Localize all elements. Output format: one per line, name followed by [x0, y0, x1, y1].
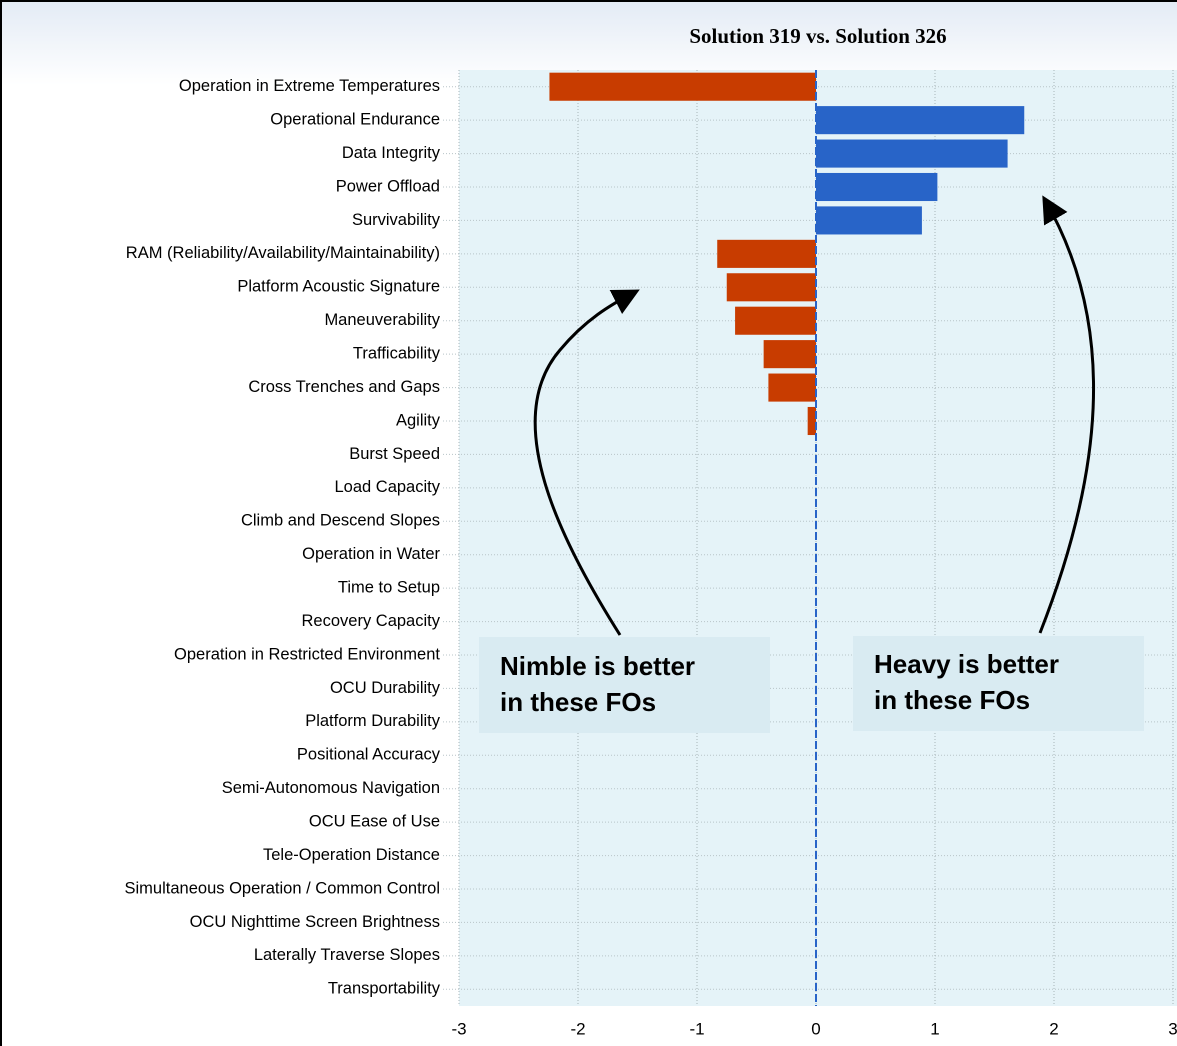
- bar: [816, 206, 922, 235]
- y-tick-label: Burst Speed: [349, 445, 440, 463]
- bar: [768, 373, 816, 402]
- y-tick-label: Operation in Restricted Environment: [174, 645, 440, 663]
- y-tick-label: Data Integrity: [342, 144, 441, 162]
- y-tick-label: OCU Nighttime Screen Brightness: [190, 913, 440, 931]
- y-tick-label: OCU Durability: [330, 679, 441, 697]
- y-tick-label: Trafficability: [353, 345, 441, 363]
- y-tick-label: Time to Setup: [338, 579, 440, 597]
- x-tick-label: 2: [1049, 1019, 1058, 1038]
- chart-title: Solution 319 vs. Solution 326: [689, 24, 946, 48]
- annotation-text: in these FOs: [874, 685, 1030, 715]
- bar: [726, 273, 816, 302]
- annotation-box: [479, 637, 770, 733]
- y-tick-label: Operation in Water: [302, 545, 440, 563]
- bar: [816, 172, 938, 202]
- x-tick-label: -3: [451, 1019, 466, 1038]
- y-tick-label: Maneuverability: [324, 311, 440, 329]
- y-tick-label: Platform Acoustic Signature: [237, 278, 440, 296]
- x-tick-label: -2: [570, 1019, 585, 1038]
- annotation-text: Heavy is better: [874, 649, 1059, 679]
- annotation-box: [853, 636, 1144, 731]
- bar: [807, 406, 816, 436]
- y-tick-label: Cross Trenches and Gaps: [248, 378, 440, 396]
- y-tick-label: Laterally Traverse Slopes: [254, 946, 440, 964]
- y-tick-label: Tele-Operation Distance: [263, 846, 440, 864]
- y-tick-label: Agility: [396, 411, 441, 429]
- bar: [816, 139, 1008, 168]
- y-tick-label: Power Offload: [336, 177, 440, 195]
- y-tick-label: Survivability: [352, 211, 441, 229]
- x-tick-label: 3: [1168, 1019, 1177, 1038]
- marks: -3 -2 -1 0 1 2 3 Operation in Extreme Temperatu…: [125, 70, 1177, 1038]
- x-tick-label: -1: [689, 1019, 704, 1038]
- y-tick-label: Platform Durability: [305, 712, 441, 730]
- y-tick-label: Load Capacity: [335, 478, 441, 496]
- x-tick-label: 0: [811, 1019, 820, 1038]
- y-tick-label: Operation in Extreme Temperatures: [179, 77, 440, 95]
- x-tick-label: 1: [930, 1019, 939, 1038]
- bar: [735, 306, 816, 335]
- y-tick-label: Positional Accuracy: [297, 746, 441, 764]
- y-tick-label: Semi-Autonomous Navigation: [222, 779, 440, 797]
- bar: [816, 106, 1025, 135]
- arrow: [1038, 195, 1096, 634]
- y-tick-label: OCU Ease of Use: [309, 813, 440, 831]
- annotation-text: in these FOs: [500, 687, 656, 717]
- y-tick-label: RAM (Reliability/Availability/Maintainab…: [126, 244, 440, 262]
- y-tick-label: Operational Endurance: [270, 111, 440, 129]
- arrow: [533, 289, 640, 636]
- y-tick-label: Recovery Capacity: [302, 612, 441, 630]
- y-tick-label: Simultaneous Operation / Common Control: [125, 879, 440, 897]
- y-tick-label: Climb and Descend Slopes: [241, 512, 440, 530]
- bar: [763, 340, 816, 369]
- annotation-text: Nimble is better: [500, 651, 695, 681]
- y-tick-label: Transportability: [328, 980, 441, 998]
- bar: [717, 239, 816, 268]
- bar: [549, 72, 816, 101]
